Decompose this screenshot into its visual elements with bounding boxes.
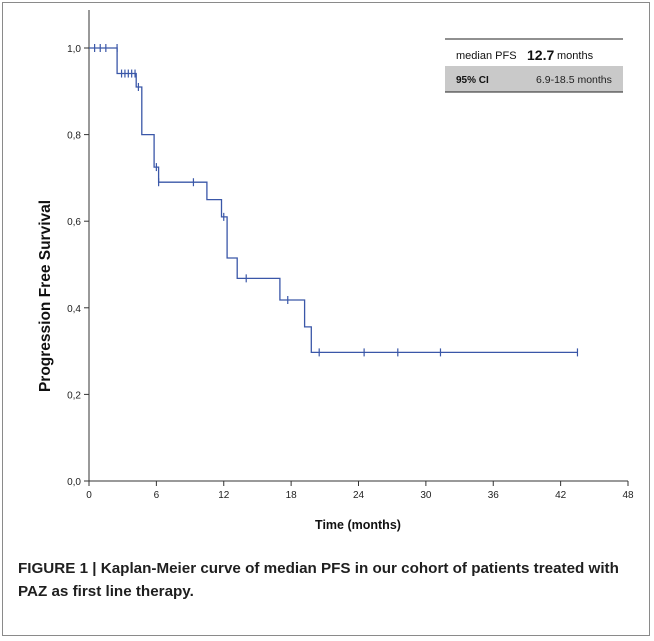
censor-marks-layer xyxy=(94,44,579,357)
x-tick-label: 30 xyxy=(420,490,432,501)
y-axis-title: Progression Free Survival xyxy=(37,200,54,392)
y-tick-label: 1,0 xyxy=(67,44,81,55)
x-tick-label: 48 xyxy=(622,490,634,501)
inset-ci-label: 95% CI xyxy=(456,75,489,86)
inset-table: median PFS 12.7 months 95% CI 6.9-18.5 m… xyxy=(445,38,623,93)
y-tick-label: 0,2 xyxy=(67,390,81,401)
inset-ci-row-bg xyxy=(445,66,623,92)
x-tick-label: 24 xyxy=(353,490,365,501)
inset-ci-value: 6.9-18.5 months xyxy=(536,74,612,86)
kaplan-meier-chart: 0,0 0,2 0,4 0,6 0,8 1,0 0 6 12 18 24 30 36 42 48 Progr… xyxy=(37,10,634,532)
y-tick-label: 0,6 xyxy=(67,217,81,228)
x-tick-label: 18 xyxy=(286,490,298,501)
y-tick-label: 0,8 xyxy=(67,131,81,142)
survival-curve-layer xyxy=(89,47,578,354)
axes: 0,0 0,2 0,4 0,6 0,8 1,0 0 6 12 18 24 30 36 42 48 xyxy=(67,10,634,501)
inset-median-unit: months xyxy=(557,50,594,62)
y-tick-label: 0,4 xyxy=(67,304,81,315)
x-tick-label: 12 xyxy=(218,490,230,501)
inset-median-label: median PFS xyxy=(456,50,517,62)
survival-step-line xyxy=(89,47,578,354)
figure-label: FIGURE 1 | xyxy=(18,560,97,577)
x-axis-title: Time (months) xyxy=(315,518,401,532)
x-tick-label: 6 xyxy=(154,490,160,501)
x-tick-label: 42 xyxy=(555,490,567,501)
x-tick-label: 0 xyxy=(86,490,92,501)
caption-text: Kaplan-Meier curve of median PFS in our … xyxy=(18,560,619,600)
figure-caption: FIGURE 1 | Kaplan-Meier curve of median … xyxy=(18,557,638,603)
y-tick-label: 0,0 xyxy=(67,477,81,488)
inset-median-value: 12.7 xyxy=(527,47,554,63)
x-tick-label: 36 xyxy=(488,490,500,501)
